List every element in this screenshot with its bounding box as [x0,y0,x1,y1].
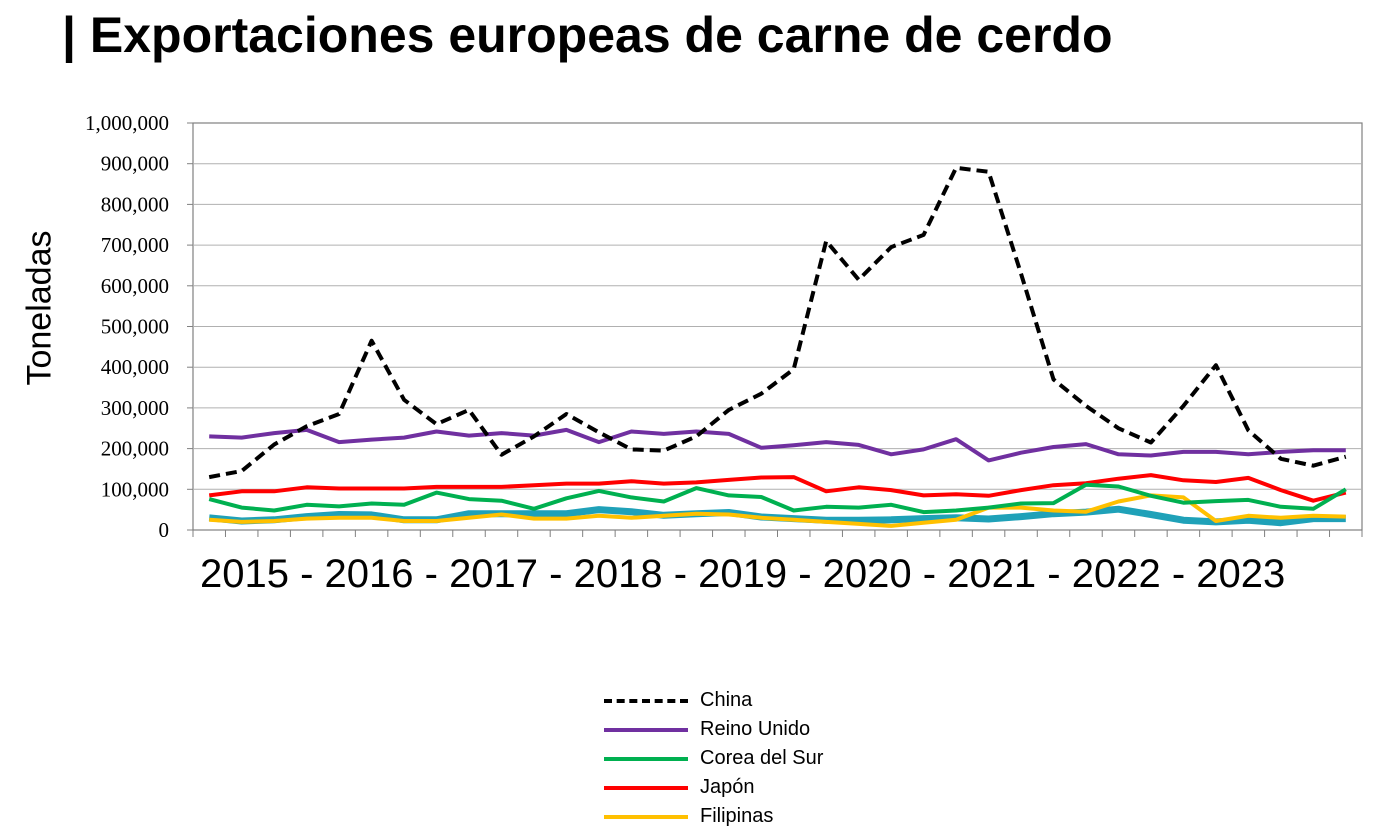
y-tick-label: 900,000 [101,152,169,176]
x-axis-years-label: 2015 - 2016 - 2017 - 2018 - 2019 - 2020 … [200,552,1286,596]
y-tick-label: 400,000 [101,355,169,379]
legend-item-corea-del-sur: Corea del Sur [604,744,823,773]
legend-swatch-filipinas [604,814,688,819]
gridlines [192,122,1363,531]
series-line-china [208,165,1347,480]
y-tick-label: 600,000 [101,274,169,298]
y-tick-label: 200,000 [101,437,169,461]
legend-swatch-reino-unido [604,727,688,732]
y-tick-label: 100,000 [101,477,169,501]
legend-item-reino-unido: Reino Unido [604,715,823,744]
series-line-reino-unido [209,427,1346,463]
x-ticks [192,530,1363,537]
y-tick-label: 700,000 [101,233,169,257]
legend-label-china: China [700,689,753,711]
legend-label-reino-unido: Reino Unido [700,718,811,740]
legend-swatch-china [604,698,688,703]
series-line-corea-del-sur [208,482,1347,515]
series-line-japón [208,473,1347,503]
chart-title: | Exportaciones europeas de carne de cer… [62,7,1113,63]
legend-label-japon: Japón [700,776,755,798]
legend-label-corea-del-sur: Corea del Sur [700,747,824,769]
legend-item-china: China [604,686,823,715]
y-tick-label: 300,000 [101,396,169,420]
legend-label-filipinas: Filipinas [700,805,774,827]
y-tick-labels: 0 100,000 200,000 300,000 400,000 500,000 600,… [85,111,193,542]
legend: China Reino Unido Corea del Sur Japón Fi… [604,686,823,831]
legend-swatch-japon [604,785,688,790]
y-tick-label: 800,000 [101,192,169,216]
y-tick-label: 1,000,000 [85,111,169,135]
y-tick-label: 0 [159,518,170,542]
y-tick-label: 500,000 [101,315,169,339]
legend-item-japon: Japón [604,773,823,802]
legend-item-filipinas: Filipinas [604,802,823,831]
legend-swatch-corea-del-sur [604,756,688,761]
series-lines [208,165,1347,528]
